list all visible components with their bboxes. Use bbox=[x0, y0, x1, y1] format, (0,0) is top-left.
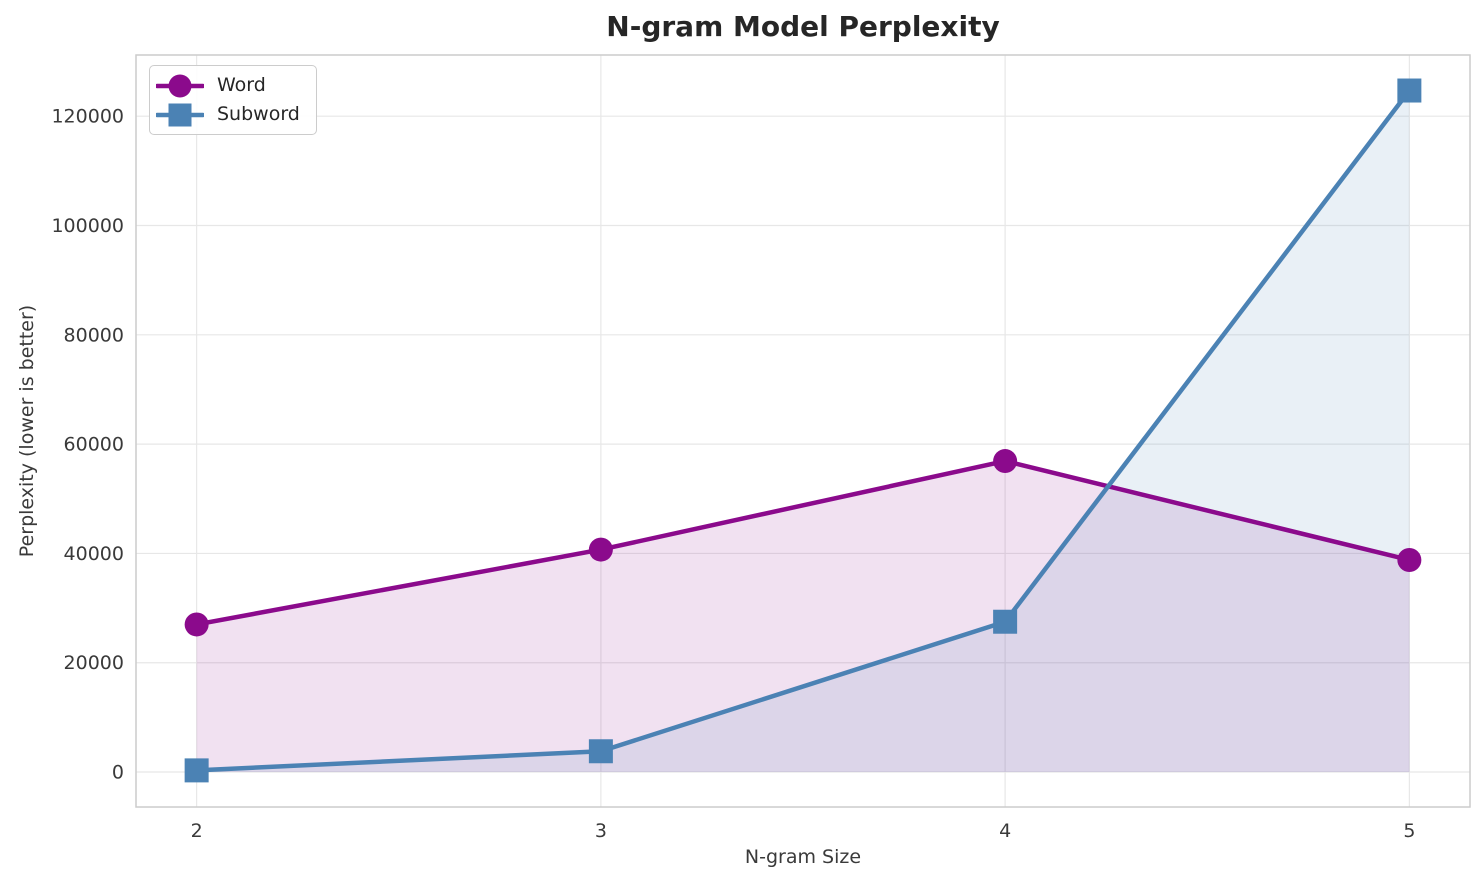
word-marker bbox=[184, 612, 209, 637]
y-tick-label: 60000 bbox=[64, 434, 124, 456]
subword-marker bbox=[1397, 78, 1422, 103]
subword-marker bbox=[184, 758, 209, 783]
subword-marker bbox=[588, 739, 613, 764]
subword-series-marker-icon bbox=[156, 103, 204, 126]
word-marker bbox=[588, 537, 613, 562]
subword-marker bbox=[993, 609, 1018, 634]
x-tick-label: 2 bbox=[191, 820, 203, 842]
word-marker bbox=[1397, 547, 1422, 572]
y-tick-label: 120000 bbox=[51, 106, 124, 128]
word-line bbox=[194, 458, 1412, 627]
axes-spines bbox=[135, 54, 1471, 808]
legend-item-word: Word bbox=[156, 72, 300, 99]
legend: Word Subword bbox=[149, 65, 317, 135]
x-axis-label: N-gram Size bbox=[744, 846, 862, 868]
x-tick-label: 3 bbox=[595, 820, 607, 842]
y-tick-label: 20000 bbox=[64, 652, 124, 674]
subword-line bbox=[194, 88, 1412, 773]
subword-area-fill bbox=[196, 90, 1410, 773]
word-area-fill bbox=[196, 461, 1410, 773]
legend-label-subword: Subword bbox=[217, 103, 300, 125]
word-marker bbox=[993, 449, 1018, 474]
legend-label-word: Word bbox=[217, 74, 266, 96]
y-tick-label: 100000 bbox=[51, 215, 124, 237]
y-axis-label: Perplexity (lower is better) bbox=[16, 304, 38, 558]
x-tick-label: 5 bbox=[1403, 820, 1415, 842]
y-tick-label: 80000 bbox=[64, 324, 124, 346]
y-tick-label: 40000 bbox=[64, 543, 124, 565]
legend-item-subword: Subword bbox=[156, 101, 300, 128]
x-tick-label: 4 bbox=[999, 820, 1011, 842]
legend-sample-circle bbox=[168, 74, 192, 97]
y-tick-label: 0 bbox=[112, 762, 124, 784]
chart-title: N-gram Model Perplexity bbox=[606, 10, 1000, 43]
legend-sample-square bbox=[168, 103, 192, 126]
word-series-marker-icon bbox=[156, 74, 204, 97]
